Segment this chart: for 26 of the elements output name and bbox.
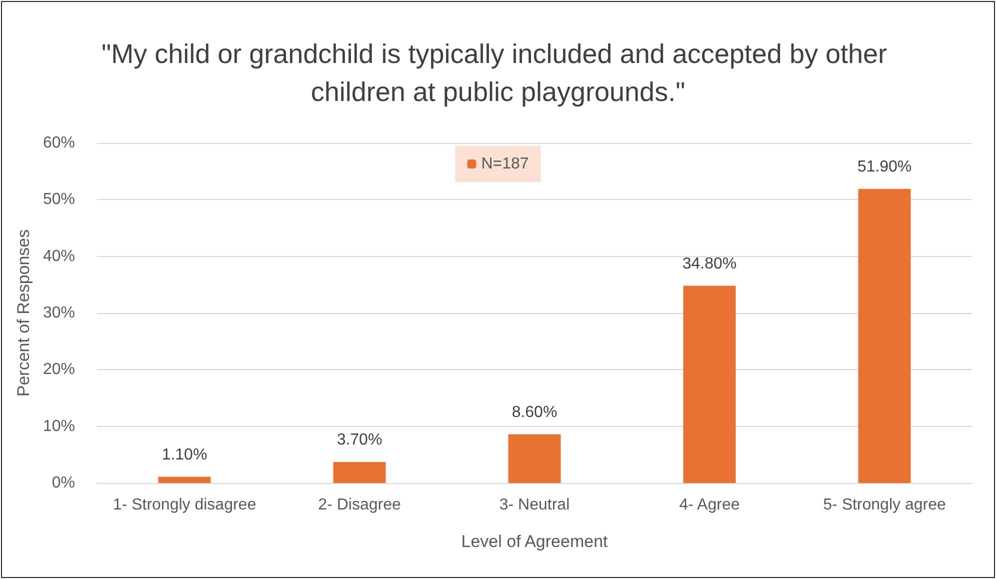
x-tick-label: 4- Agree [679, 496, 740, 514]
x-tick-label: 2- Disagree [318, 496, 401, 514]
legend-label: N=187 [481, 156, 529, 172]
bar [508, 434, 561, 483]
data-label: 51.90% [857, 158, 912, 176]
chart-title: "My child or grandchild is typically included and accepted by other children at public playgrounds." [101, 39, 895, 107]
data-label: 1.10% [162, 446, 208, 464]
x-axis-title: Level of Agreement [461, 532, 608, 551]
x-tick-label: 5- Strongly agree [823, 496, 946, 514]
y-axis-title: Percent of Responses [14, 229, 34, 397]
y-tick-label: 20% [42, 361, 75, 378]
data-label: 8.60% [512, 404, 558, 421]
x-tick-label: 3- Neutral [499, 496, 570, 514]
bar [683, 286, 736, 483]
data-label: 3.70% [336, 432, 382, 449]
x-tick-label: 1- Strongly disagree [112, 496, 256, 514]
bar [858, 188, 911, 483]
y-tick-label: 50% [42, 191, 75, 208]
y-tick-label: 0% [52, 474, 75, 492]
data-label: 34.80% [682, 255, 737, 272]
y-tick-label: 10% [42, 418, 75, 435]
bar [333, 462, 386, 483]
bar [158, 476, 211, 483]
y-tick-label: 60% [42, 134, 75, 152]
y-tick-label: 40% [42, 248, 75, 265]
y-tick-label: 30% [42, 304, 75, 322]
